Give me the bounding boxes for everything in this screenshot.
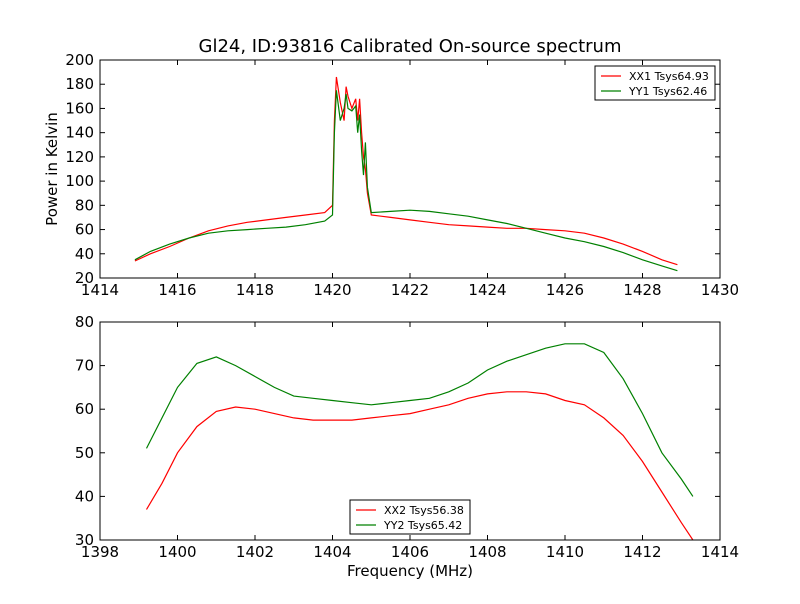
series-line-yy2 (145, 343, 694, 497)
legend-label: YY1 Tsys62.46 (628, 85, 707, 98)
x-tick-label: 1414 (81, 281, 119, 299)
x-tick-label: 1412 (623, 543, 661, 561)
x-tick-label: 1402 (236, 543, 274, 561)
legend-label: XX2 Tsys56.38 (384, 504, 464, 517)
y-axis-label: Power in Kelvin (43, 112, 61, 226)
x-tick-label: 1410 (546, 543, 584, 561)
x-tick-label: 1426 (546, 281, 584, 299)
x-tick-label: 1400 (158, 543, 196, 561)
x-tick-label: 1422 (391, 281, 429, 299)
y-tick-label: 30 (75, 531, 94, 549)
y-tick-label: 80 (75, 313, 94, 331)
y-tick-label: 180 (65, 75, 94, 93)
x-tick-label: 1408 (468, 543, 506, 561)
x-tick-label: 1414 (701, 543, 739, 561)
legend-box (349, 499, 471, 535)
x-tick-label: 1420 (313, 281, 351, 299)
y-tick-label: 120 (65, 148, 94, 166)
legend: XX1 Tsys64.93 YY1 Tsys62.46 (594, 65, 716, 101)
y-tick-label: 80 (75, 196, 94, 214)
x-tick-label: 1418 (236, 281, 274, 299)
legend-box (594, 65, 716, 101)
x-tick-label: 1406 (391, 543, 429, 561)
series-line-yy1 (134, 90, 678, 272)
y-tick-label: 40 (75, 245, 94, 263)
y-tick-label: 50 (75, 444, 94, 462)
y-tick-label: 60 (75, 221, 94, 239)
y-tick-label: 70 (75, 357, 94, 375)
chart-panel-1: 1414 1416 1418 1420 1422 1424 1426 1428 1430 20 40… (43, 51, 739, 299)
y-tick-label: 20 (75, 269, 94, 287)
x-tick-label: 1416 (158, 281, 196, 299)
y-tick-label: 140 (65, 124, 94, 142)
series-line-xx1 (134, 76, 678, 266)
x-tick-label: 1398 (81, 543, 119, 561)
y-tick-label: 40 (75, 487, 94, 505)
y-tick-label: 160 (65, 99, 94, 117)
y-tick-label: 60 (75, 400, 94, 418)
x-tick-label: 1404 (313, 543, 351, 561)
x-axis-label: Frequency (MHz) (347, 562, 473, 580)
chart-title: Gl24, ID:93816 Calibrated On-source spec… (199, 36, 622, 57)
y-tick-label: 100 (65, 172, 94, 190)
legend-label: YY2 Tsys65.42 (383, 519, 462, 532)
x-tick-label: 1424 (468, 281, 506, 299)
y-tick-label: 200 (65, 51, 94, 69)
x-tick-label: 1428 (623, 281, 661, 299)
legend-label: XX1 Tsys64.93 (629, 70, 709, 83)
chart-panel-2: 1398 1400 1402 1404 1406 1408 1410 1412 1414 30 40… (75, 313, 739, 580)
series-line-xx2 (145, 391, 694, 540)
legend: XX2 Tsys56.38 YY2 Tsys65.42 (349, 499, 471, 535)
x-tick-label: 1430 (701, 281, 739, 299)
